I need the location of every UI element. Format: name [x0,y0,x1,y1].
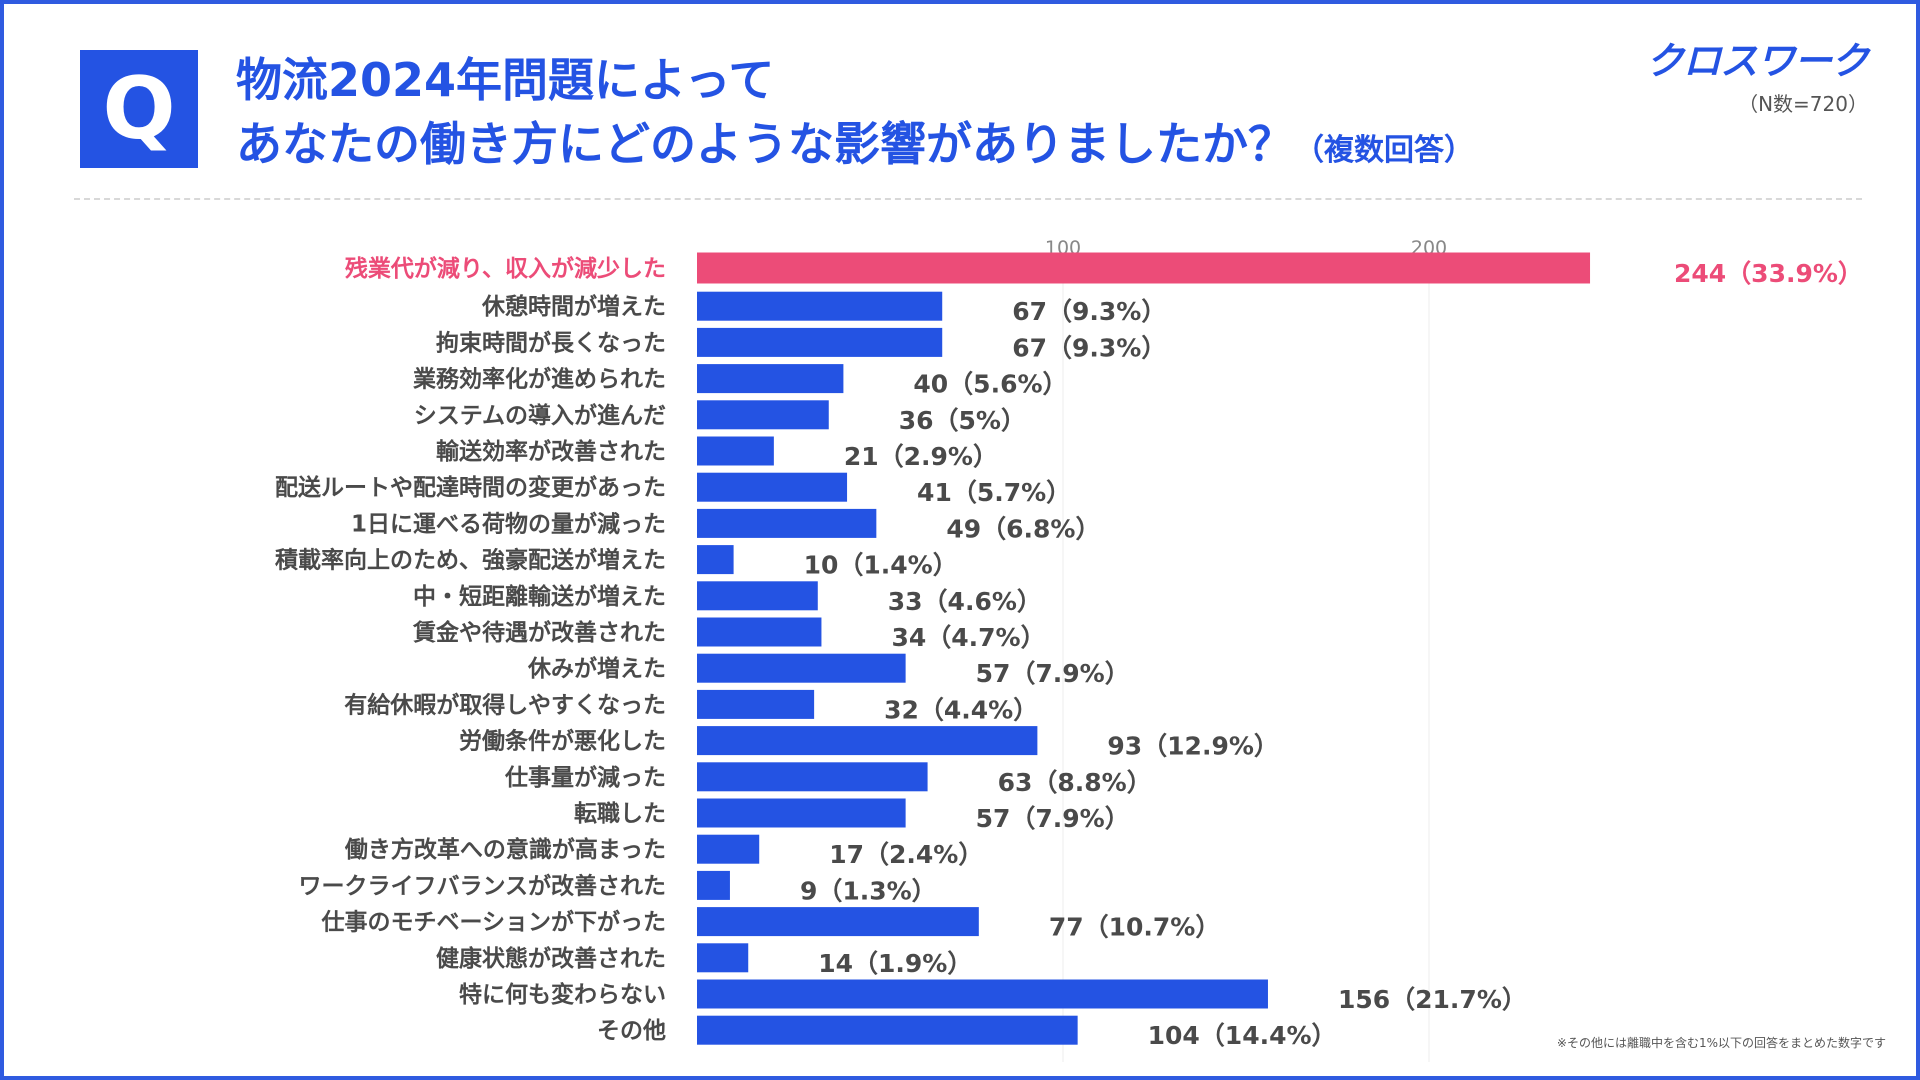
bar [697,1015,1078,1045]
bar [697,979,1268,1009]
question-badge: Q [80,50,198,168]
value-label: 63（8.8%） [998,768,1152,797]
title-line-1: 物流2024年問題によって [236,53,775,107]
bar [697,798,906,828]
category-label: 賃金や待遇が改善された [412,619,666,646]
value-label: 14（1.9%） [818,949,972,978]
bar [697,327,943,357]
category-label: 仕事のモチベーションが下がった [320,909,666,936]
brand-logo: クロスワーク [1645,39,1869,83]
value-label: 49（6.8%） [946,514,1100,543]
category-label: システムの導入が進んだ [414,402,666,429]
header-divider [74,198,1862,200]
category-label: 拘束時間が長くなった [436,329,666,356]
category-label: 業務効率化が進められた [412,366,666,393]
value-label: 77（10.7%） [1049,913,1221,942]
category-label: 休憩時間が増えた [481,293,666,320]
value-label: 32（4.4%） [884,695,1038,724]
category-label: 残業代が減り、収入が減少した [345,255,666,282]
category-label: 中・短距離輸送が増えた [413,583,666,610]
category-label: 積載率向上のため、強豪配送が増えた [275,547,666,574]
value-label: 40（5.6%） [913,370,1067,399]
category-label: 働き方改革への意識が高まった [344,836,666,863]
title-line-2-text: あなたの働き方にどのような影響がありましたか？ [236,117,1294,171]
bar [697,545,734,575]
value-label: 156（21.7%） [1338,985,1527,1014]
category-label: ワークライフバランスが改善された [298,872,666,899]
value-label: 36（5%） [899,406,1026,435]
value-label: 104（14.4%） [1148,1021,1337,1050]
category-label: 輸送効率が改善された [436,438,666,465]
category-label: 仕事量が減った [504,764,666,791]
page-title: 物流2024年問題によって あなたの働き方にどのような影響がありましたか？（複数… [236,48,1474,183]
value-label: 21（2.9%） [844,442,998,471]
title-line-2: あなたの働き方にどのような影響がありましたか？（複数回答） [236,112,1474,183]
value-label: 93（12.9%） [1107,732,1279,761]
bar [697,252,1591,284]
bar [697,472,848,502]
category-label: 労働条件が悪化した [459,728,666,755]
bar [697,726,1038,756]
value-label: 41（5.7%） [917,478,1071,507]
bar [697,653,906,683]
bar [697,834,760,864]
value-label: 67（9.3%） [1012,333,1166,362]
bar [697,508,877,538]
value-label: 9（1.3%） [800,876,937,905]
bar [697,762,928,792]
category-label: 1日に運べる荷物の量が減った [351,510,666,537]
category-label: 有給休暇が取得しやすくなった [344,691,666,718]
category-label: 休みが増えた [527,655,666,682]
sample-size-note: （N数=720） [1738,92,1868,116]
value-label: 34（4.7%） [891,623,1045,652]
value-label: 17（2.4%） [829,840,983,869]
bar [697,617,822,647]
category-label: 配送ルートや配達時間の変更があった [275,474,666,501]
bar [697,581,818,611]
bar [697,907,979,937]
bar [697,436,774,466]
title-suffix: （複数回答） [1294,133,1474,168]
footnote: ※その他には離職中を含む1%以下の回答をまとめた数字です [1556,1036,1886,1050]
bar [697,870,730,900]
category-label: その他 [597,1018,666,1044]
bar [697,689,815,719]
category-label: 転職した [574,800,666,827]
value-label: 57（7.9%） [976,804,1130,833]
category-label: 特に何も変わらない [459,981,666,1008]
value-label: 57（7.9%） [976,659,1130,688]
bar [697,943,749,973]
value-label: 67（9.3%） [1012,297,1166,326]
value-label: 10（1.4%） [804,551,958,580]
bar [697,364,844,394]
bar [697,400,829,430]
value-label: 33（4.6%） [888,587,1042,616]
value-label: 244（33.9%） [1674,259,1863,288]
bar [697,291,943,321]
category-label: 健康状態が改善された [436,945,666,972]
